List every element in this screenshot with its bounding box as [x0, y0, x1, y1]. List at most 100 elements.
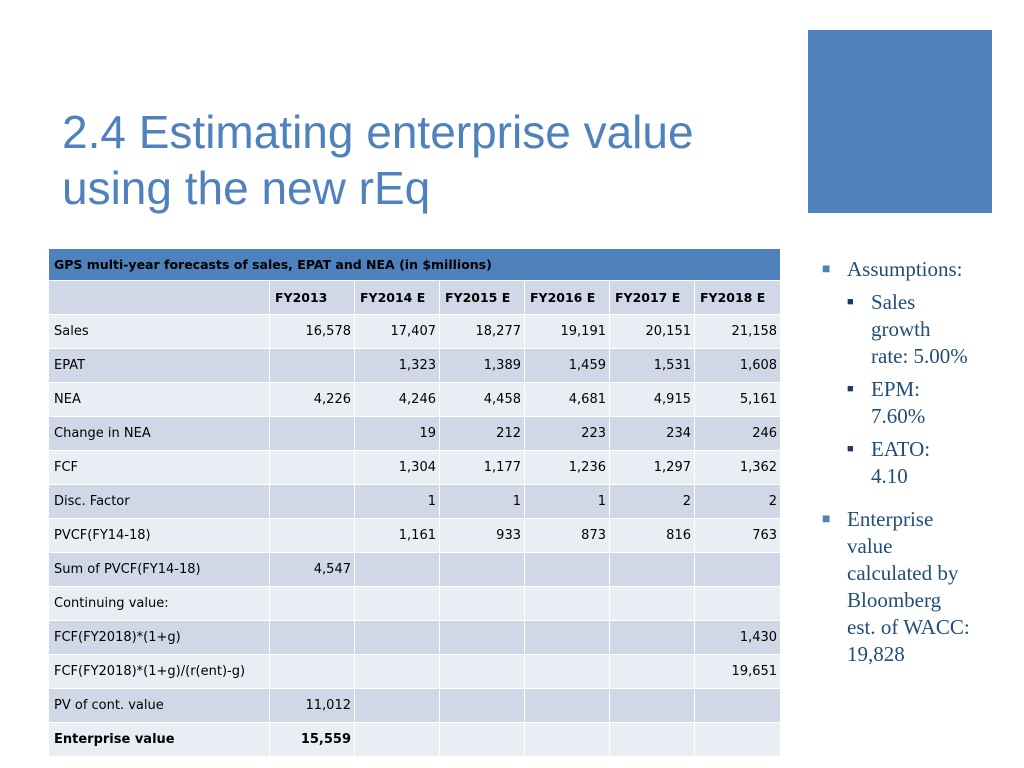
- title-line-2: using the new rEq: [62, 162, 431, 214]
- table-cell: [439, 688, 525, 723]
- table-cell: 2: [609, 484, 695, 519]
- table-cell: 212: [439, 416, 525, 451]
- column-header: FY2017 E: [609, 280, 695, 315]
- table-cell: 4,547: [269, 552, 355, 587]
- title-line-1: 2.4 Estimating enterprise value: [62, 106, 694, 158]
- row-label: FCF(FY2018)*(1+g): [48, 620, 270, 655]
- table-cell: [439, 552, 525, 587]
- table-cell: [269, 348, 355, 383]
- column-header: FY2018 E: [693, 280, 782, 315]
- slide-title: 2.4 Estimating enterprise value using th…: [62, 104, 792, 216]
- table-cell: 4,458: [439, 382, 525, 417]
- table-cell: [439, 722, 525, 757]
- assumptions-bullet: ■ Assumptions:: [820, 256, 1010, 283]
- table-cell: 763: [693, 518, 782, 553]
- table-cell: [524, 654, 610, 689]
- forecast-table: GPS multi-year forecasts of sales, EPAT …: [47, 248, 782, 757]
- table-row: NEA 4,226 4,246 4,458 4,681 4,915 5,161: [48, 382, 782, 417]
- table-cell: [269, 416, 355, 451]
- table-cell: 16,578: [269, 314, 355, 349]
- row-label: FCF: [48, 450, 270, 485]
- assumption-line: 4.10: [871, 464, 908, 488]
- table-cell: 1,236: [524, 450, 610, 485]
- table-cell: [354, 586, 440, 621]
- table-cell: [439, 620, 525, 655]
- table-cell: 11,012: [269, 688, 355, 723]
- table-cell: [269, 654, 355, 689]
- table-cell: 4,915: [609, 382, 695, 417]
- table-cell: [609, 586, 695, 621]
- table-cell: 1,459: [524, 348, 610, 383]
- assumption-epm: ■ EPM: 7.60%: [820, 376, 1010, 430]
- table-cell: [354, 552, 440, 587]
- table-cell: 19,651: [693, 654, 782, 689]
- table-row: Change in NEA 19 212 223 234 246: [48, 416, 782, 451]
- table-cell: 223: [524, 416, 610, 451]
- ev-note-line: 19,828: [847, 642, 905, 666]
- square-bullet-icon: ■: [822, 262, 831, 277]
- column-header: FY2014 E: [354, 280, 440, 315]
- table-cell: 20,151: [609, 314, 695, 349]
- table-cell: 1,161: [354, 518, 440, 553]
- table-cell: 1: [439, 484, 525, 519]
- table-cell: 1,608: [693, 348, 782, 383]
- table-cell: [354, 654, 440, 689]
- table-cell: [524, 688, 610, 723]
- table-cell: [693, 586, 782, 621]
- table-cell: [524, 620, 610, 655]
- table-cell: 1,531: [609, 348, 695, 383]
- table-cell: 1,389: [439, 348, 525, 383]
- assumption-eato: ■ EATO: 4.10: [820, 436, 1010, 490]
- square-bullet-icon: ■: [847, 383, 854, 395]
- table-cell: 1: [524, 484, 610, 519]
- table-cell: 1,362: [693, 450, 782, 485]
- assumptions-label: Assumptions:: [847, 257, 963, 281]
- table-cell: 18,277: [439, 314, 525, 349]
- row-label: Change in NEA: [48, 416, 270, 451]
- table-cell: [693, 552, 782, 587]
- assumption-line: EPM:: [871, 377, 921, 401]
- column-header: FY2015 E: [439, 280, 525, 315]
- column-header: [48, 280, 270, 315]
- table-cell: 19,191: [524, 314, 610, 349]
- table-cell: [524, 586, 610, 621]
- square-bullet-icon: ■: [847, 443, 854, 455]
- row-label: Disc. Factor: [48, 484, 270, 519]
- table-cell: [354, 688, 440, 723]
- row-label: Enterprise value: [48, 722, 270, 757]
- table-cell: 1,297: [609, 450, 695, 485]
- table-cell: 1,323: [354, 348, 440, 383]
- table-cell: 1,430: [693, 620, 782, 655]
- table-cell: 1,177: [439, 450, 525, 485]
- table-cell: [269, 586, 355, 621]
- table-cell: [693, 722, 782, 757]
- table-cell: 1: [354, 484, 440, 519]
- table-row: PV of cont. value 11,012: [48, 688, 782, 723]
- table-cell: [269, 620, 355, 655]
- table-cell: 4,246: [354, 382, 440, 417]
- ev-note-line: Enterprise: [847, 507, 934, 531]
- table-row: FCF(FY2018)*(1+g)/(r(ent)-g) 19,651: [48, 654, 782, 689]
- table-cell: 873: [524, 518, 610, 553]
- table-cell: 5,161: [693, 382, 782, 417]
- assumption-line: growth: [871, 317, 931, 341]
- table-cell: 246: [693, 416, 782, 451]
- row-label: PVCF(FY14-18): [48, 518, 270, 553]
- table-cell: [439, 654, 525, 689]
- row-label: Continuing value:: [48, 586, 270, 621]
- table-cell: [354, 722, 440, 757]
- table-cell: 15,559: [269, 722, 355, 757]
- assumption-line: EATO:: [871, 437, 931, 461]
- table-cell: [609, 722, 695, 757]
- assumption-line: 7.60%: [871, 404, 926, 428]
- assumption-sales-growth: ■ Sales growth rate: 5.00%: [820, 289, 1010, 370]
- row-label: FCF(FY2018)*(1+g)/(r(ent)-g): [48, 654, 270, 689]
- row-label: Sum of PVCF(FY14-18): [48, 552, 270, 587]
- table-cell: [524, 552, 610, 587]
- table-cell: 816: [609, 518, 695, 553]
- table-cell: 933: [439, 518, 525, 553]
- column-header: FY2016 E: [524, 280, 610, 315]
- ev-note-line: value: [847, 534, 893, 558]
- table-row: Disc. Factor 1 1 1 2 2: [48, 484, 782, 519]
- table-row: Continuing value:: [48, 586, 782, 621]
